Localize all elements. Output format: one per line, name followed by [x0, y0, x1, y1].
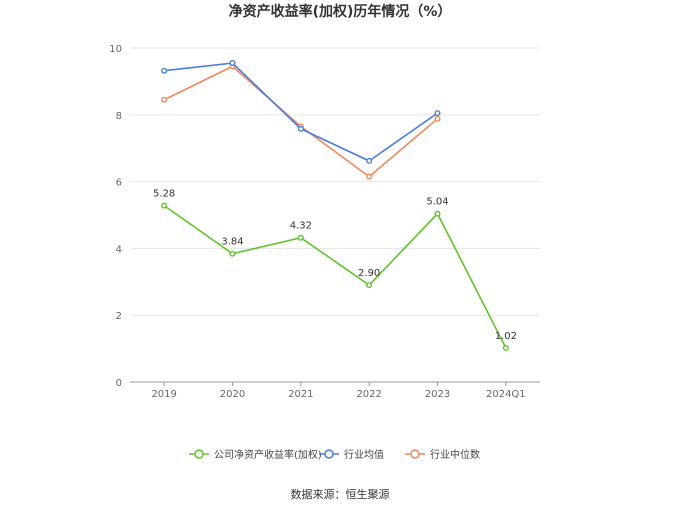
series-1-point-2022: [366, 157, 373, 164]
grid-layer: [130, 47, 540, 316]
series-2-line: [163, 65, 439, 178]
axis-layer: 0 2 4 6 8 10 2019 2020 2021 2022 2023 2024Q1: [109, 44, 540, 400]
series-0-data-label-2023: 5.04: [426, 197, 448, 208]
series-2-point-2019: [161, 96, 168, 103]
y-tick-label-8: 8: [116, 111, 122, 122]
legend-item-1: 行业均值: [319, 448, 384, 461]
legend-label-1: 行业均值: [344, 448, 384, 461]
series-1-line: [164, 62, 438, 162]
y-tick-label-0: 0: [116, 378, 122, 389]
y-tick-label-4: 4: [116, 244, 122, 255]
series-0-data-label-2022: 2.90: [358, 268, 380, 279]
series-1-point-2019: [161, 67, 168, 74]
data-label-layer: 5.28 3.84 4.32 2.90 5.04 1.02: [153, 189, 517, 342]
legend-item-0: 公司净资产收益率(加权): [189, 448, 322, 461]
series-0-point-2024Q1: [502, 344, 509, 351]
series-0-point-2023: [434, 210, 441, 217]
series-1-point-2021: [297, 125, 304, 132]
legend-label-2: 行业中位数: [430, 448, 480, 461]
x-tick-label-2020: 2020: [220, 389, 245, 400]
x-tick-label-2022: 2022: [356, 389, 381, 400]
series-0-data-label-2019: 5.28: [153, 189, 175, 200]
legend: 公司净资产收益率(加权) 行业均值 行业中位数: [189, 448, 480, 461]
legend-item-2: 行业中位数: [405, 448, 480, 461]
y-tick-label-2: 2: [116, 311, 122, 322]
legend-swatch-marker-2: [410, 449, 420, 459]
y-tick-label-6: 6: [116, 178, 122, 189]
data-source: 数据来源：恒生聚源: [291, 487, 390, 501]
series-0-data-label-2020: 3.84: [221, 237, 243, 248]
series-0-point-2021: [297, 234, 304, 241]
series-1-point-2023: [434, 110, 441, 117]
x-tick-label-2019: 2019: [151, 389, 176, 400]
y-tick-label-10: 10: [109, 44, 122, 55]
series-0-point-2020: [229, 250, 236, 257]
x-tick-label-2024Q1: 2024Q1: [486, 389, 526, 400]
series-2-point-2022: [366, 173, 373, 180]
series-2-point-2023: [434, 115, 441, 122]
series-0-point-2019: [161, 202, 168, 209]
legend-swatch-marker-0: [194, 449, 204, 459]
x-tick-label-2021: 2021: [288, 389, 313, 400]
series-0-point-2022: [366, 282, 373, 289]
series-layer: [161, 60, 509, 351]
series-1-point-2020: [229, 60, 236, 67]
chart-title: 净资产收益率(加权)历年情况（%）: [229, 3, 452, 20]
series-0-data-label-2024Q1: 1.02: [495, 331, 517, 342]
legend-label-0: 公司净资产收益率(加权): [214, 448, 322, 461]
x-tick-label-2023: 2023: [425, 389, 450, 400]
legend-swatch-marker-1: [324, 449, 334, 459]
series-0-line: [163, 204, 507, 349]
series-0-data-label-2021: 4.32: [290, 221, 312, 232]
